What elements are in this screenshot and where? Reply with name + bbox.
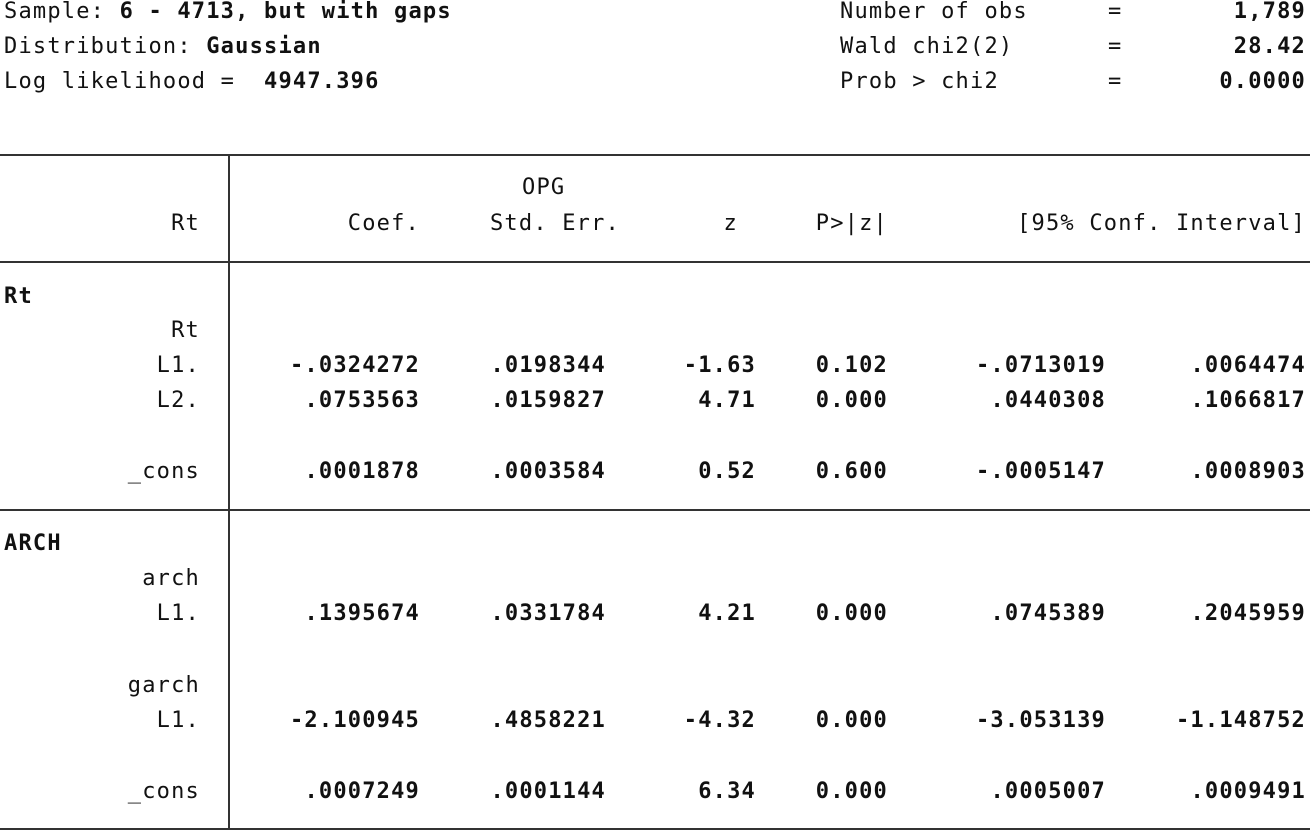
row-label: L1. <box>156 353 200 378</box>
cell-coef: .0753563 <box>304 388 420 413</box>
cell-p: 0.000 <box>815 388 888 413</box>
cell-ci-high: .0064474 <box>1190 353 1306 378</box>
cell-ci-low: .0745389 <box>990 601 1106 626</box>
row-label: _cons <box>127 779 200 804</box>
cell-p: 0.000 <box>815 779 888 804</box>
prob-value: 0.0000 <box>1219 69 1306 94</box>
wald-eq: = <box>1108 34 1123 59</box>
cell-se: .0159827 <box>490 388 606 413</box>
prob-eq: = <box>1108 69 1123 94</box>
distribution-value: Gaussian <box>206 34 322 59</box>
cell-ci-high: .2045959 <box>1190 601 1306 626</box>
row-label: L1. <box>156 708 200 733</box>
wald-value: 28.42 <box>1233 34 1306 59</box>
distribution-label: Distribution: <box>4 34 207 59</box>
depvar-header: Rt <box>171 211 200 236</box>
cell-ci-low: .0440308 <box>990 388 1106 413</box>
cell-z: 6.34 <box>698 779 756 804</box>
table-bottom-rule <box>0 828 1310 830</box>
cell-ci-high: .1066817 <box>1190 388 1306 413</box>
cell-ci-high: -1.148752 <box>1175 708 1306 733</box>
col-coef-header: Coef. <box>347 211 420 236</box>
row-label: L1. <box>156 601 200 626</box>
cell-coef: .0001878 <box>304 459 420 484</box>
cell-ci-low: .0005007 <box>990 779 1106 804</box>
eq-name-arch: ARCH <box>4 531 62 556</box>
cell-p: 0.000 <box>815 601 888 626</box>
nobs-label: Number of obs <box>840 0 1028 24</box>
var-name-rt: Rt <box>171 318 200 343</box>
cell-z: -1.63 <box>683 353 756 378</box>
cell-se: .0001144 <box>490 779 606 804</box>
cell-z: 0.52 <box>698 459 756 484</box>
cell-ci-high: .0008903 <box>1190 459 1306 484</box>
cell-coef: -.0324272 <box>289 353 420 378</box>
col-ci-header: [95% Conf. Interval] <box>1017 211 1306 236</box>
sample-value: 6 - 4713, but with gaps <box>119 0 452 24</box>
var-name-garch: garch <box>127 673 200 698</box>
sample-label: Sample: <box>4 0 120 24</box>
cell-z: 4.21 <box>698 601 756 626</box>
nobs-value: 1,789 <box>1233 0 1306 24</box>
cell-ci-high: .0009491 <box>1190 779 1306 804</box>
opg-header: OPG <box>522 175 566 200</box>
loglik-label: Log likelihood = <box>4 69 265 94</box>
cell-coef: .0007249 <box>304 779 420 804</box>
cell-ci-low: -.0005147 <box>975 459 1106 484</box>
prob-label: Prob > chi2 <box>840 69 999 94</box>
col-se-header: Std. Err. <box>489 211 620 236</box>
sample-line: Sample: 6 - 4713, but with gaps <box>4 0 452 26</box>
cell-p: 0.000 <box>815 708 888 733</box>
cell-se: .0331784 <box>490 601 606 626</box>
loglik-line: Log likelihood = 4947.396 <box>4 68 380 96</box>
table-vertical-rule <box>228 155 230 830</box>
table-top-rule <box>0 154 1310 156</box>
header-bottom-rule <box>0 261 1310 263</box>
wald-label: Wald chi2(2) <box>840 34 1014 59</box>
cell-se: .4858221 <box>490 708 606 733</box>
nobs-eq: = <box>1108 0 1123 24</box>
row-label: _cons <box>127 459 200 484</box>
cell-p: 0.600 <box>815 459 888 484</box>
eq-separator-rule <box>0 509 1310 511</box>
col-z-header: z <box>723 211 738 236</box>
cell-z: 4.71 <box>698 388 756 413</box>
cell-se: .0198344 <box>490 353 606 378</box>
cell-se: .0003584 <box>490 459 606 484</box>
cell-coef: .1395674 <box>304 601 420 626</box>
loglik-value: 4947.396 <box>264 69 380 94</box>
cell-ci-low: -3.053139 <box>975 708 1106 733</box>
cell-p: 0.102 <box>815 353 888 378</box>
row-label: L2. <box>156 388 200 413</box>
var-name-arch: arch <box>142 566 200 591</box>
eq-name-rt: Rt <box>4 284 33 309</box>
cell-coef: -2.100945 <box>289 708 420 733</box>
distribution-line: Distribution: Gaussian <box>4 33 322 61</box>
col-p-header: P>|z| <box>815 211 888 236</box>
cell-ci-low: -.0713019 <box>975 353 1106 378</box>
cell-z: -4.32 <box>683 708 756 733</box>
